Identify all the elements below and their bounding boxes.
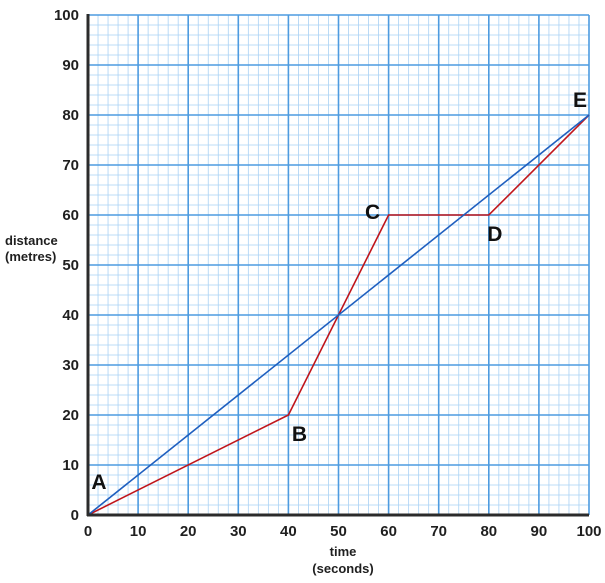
- y-axis-title-line2: (metres): [5, 249, 56, 264]
- y-tick-label: 0: [71, 507, 79, 524]
- y-tick-label: 60: [62, 207, 79, 224]
- x-tick-label: 10: [130, 523, 147, 540]
- x-tick-label: 0: [84, 523, 92, 540]
- x-tick-label: 50: [330, 523, 347, 540]
- x-tick-label: 20: [180, 523, 197, 540]
- x-tick-label: 90: [531, 523, 548, 540]
- axes: [86, 14, 589, 517]
- x-tick-label: 70: [430, 523, 447, 540]
- x-tick-label: 30: [230, 523, 247, 540]
- y-axis-title-line1: distance: [5, 233, 58, 248]
- point-label-b: B: [292, 423, 307, 446]
- x-tick-label: 40: [280, 523, 297, 540]
- point-label-e: E: [573, 89, 587, 112]
- x-tick-label: 100: [576, 523, 601, 540]
- series-layer: [87, 114, 590, 516]
- y-tick-label: 50: [62, 257, 79, 274]
- x-tick-label: 80: [480, 523, 497, 540]
- y-tick-label: 80: [62, 107, 79, 124]
- tick-labels: 0 10 20 30 40 50 60 70 80 90 100 0 10 20 30 40 50 60 70 80 9…: [54, 7, 602, 540]
- series-line-1: [87, 114, 590, 516]
- y-tick-label: 40: [62, 307, 79, 324]
- y-tick-label: 20: [62, 407, 79, 424]
- y-tick-label: 90: [62, 57, 79, 74]
- series-line-2: [87, 114, 590, 516]
- x-axis-title-line2: (seconds): [312, 561, 373, 576]
- major-grid: [87, 14, 590, 516]
- y-tick-label: 70: [62, 157, 79, 174]
- x-axis-title-line1: time: [330, 544, 357, 559]
- point-label-c: C: [365, 201, 380, 224]
- point-labels: A B C D E: [91, 89, 587, 494]
- point-label-d: D: [487, 223, 502, 246]
- y-tick-label: 100: [54, 7, 79, 24]
- point-label-a: A: [91, 471, 106, 494]
- y-tick-label: 30: [62, 357, 79, 374]
- y-tick-label: 10: [62, 457, 79, 474]
- x-tick-label: 60: [380, 523, 397, 540]
